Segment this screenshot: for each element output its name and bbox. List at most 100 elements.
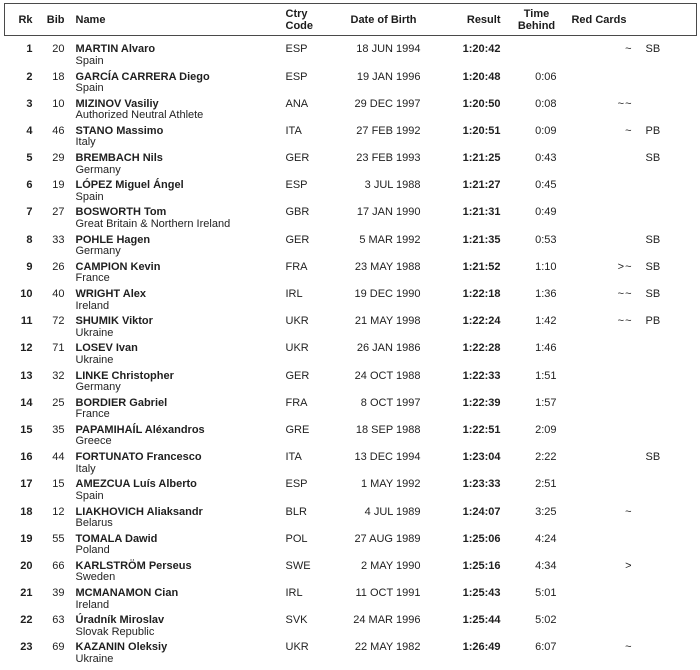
athlete-country: Spain [75, 82, 104, 94]
result-row: 12 71 LOSEV Ivan Ukraine UKR 26 JAN 1986… [5, 341, 697, 368]
result-row: 10 40 WRIGHT Alex Ireland IRL 19 DEC 199… [5, 287, 697, 314]
athlete-cell: KAZANIN Oleksiy Ukraine [65, 640, 284, 667]
athlete-name: CAMPION Kevin [75, 260, 161, 273]
result-row: 5 29 BREMBACH Nils Germany GER 23 FEB 19… [5, 151, 697, 178]
athlete-country: Germany [75, 245, 121, 258]
season-best-cell: SB [645, 233, 661, 246]
country-code-cell: ESP [285, 70, 308, 83]
time-behind-cell: 2:09 [535, 423, 557, 436]
time-behind-cell: 0:53 [535, 233, 557, 246]
athlete-name: LINKE Christopher [75, 369, 174, 382]
red-cards-cell [558, 178, 641, 205]
result-row: 1 20 MARTIN Alvaro Spain ESP 18 JUN 1994… [5, 36, 697, 70]
rank-cell: 12 [20, 342, 33, 355]
season-best-cell [641, 70, 697, 97]
athlete-cell: CAMPION Kevin France [65, 260, 284, 287]
result-row: 6 19 LÓPEZ Miguel Ángel Spain ESP 3 JUL … [5, 178, 697, 205]
dob-cell: 29 DEC 1997 [354, 97, 421, 110]
red-cards-cell [558, 396, 641, 423]
athlete-cell: LIAKHOVICH Aliaksandr Belarus [65, 505, 284, 532]
header-bib: Bib [46, 13, 65, 26]
athlete-country: Authorized Neutral Athlete [75, 109, 204, 122]
athlete-cell: LINKE Christopher Germany [65, 369, 284, 396]
result-row: 15 35 PAPAMIHAÍL Aléxandros Greece GRE 1… [5, 423, 697, 450]
rank-cell: 17 [20, 478, 33, 491]
season-best-cell [641, 396, 697, 423]
season-best-cell [641, 532, 697, 559]
time-behind-cell: 1:57 [535, 396, 557, 409]
time-behind-cell: 1:10 [535, 260, 557, 273]
athlete-country: Germany [75, 163, 121, 176]
header-rank: Rk [18, 13, 33, 26]
rank-cell: 1 [26, 43, 33, 55]
result-cell: 1:22:24 [462, 315, 501, 328]
time-behind-cell: 0:43 [535, 152, 557, 165]
rank-cell: 8 [26, 233, 33, 246]
bib-cell: 33 [52, 233, 65, 246]
result-cell: 1:22:28 [462, 342, 501, 355]
athlete-cell: MARTIN Alvaro Spain [65, 36, 284, 70]
season-best-cell: PB [645, 124, 661, 137]
athlete-country: Ukraine [75, 652, 114, 665]
athlete-country: Ireland [75, 598, 110, 611]
header-country-code: Ctry Code [284, 4, 344, 36]
season-best-cell [641, 341, 697, 368]
time-behind-cell: 5:01 [535, 587, 557, 600]
red-cards-cell [558, 70, 641, 97]
bib-cell: 72 [52, 315, 65, 328]
country-code-cell: FRA [285, 396, 308, 409]
time-behind-cell: 1:46 [535, 342, 557, 355]
athlete-name: POHLE Hagen [75, 233, 151, 246]
time-behind-cell: 1:42 [535, 315, 557, 328]
rank-cell: 11 [20, 315, 33, 328]
season-best-cell: SB [645, 288, 661, 300]
dob-cell: 11 OCT 1991 [355, 587, 421, 600]
athlete-country: Spain [75, 489, 104, 502]
time-behind-cell: 1:51 [535, 369, 557, 382]
bib-cell: 55 [52, 532, 65, 545]
bib-cell: 46 [52, 124, 65, 137]
country-code-cell: UKR [285, 342, 309, 355]
rank-cell: 19 [20, 532, 33, 545]
result-row: 22 63 Úradník Miroslav Slovak Republic S… [5, 613, 697, 640]
time-behind-cell [502, 36, 558, 70]
country-code-cell: POL [285, 532, 308, 545]
bib-cell: 40 [52, 288, 65, 300]
dob-cell: 23 FEB 1993 [356, 152, 421, 165]
athlete-name: BREMBACH Nils [75, 152, 163, 165]
rank-cell: 9 [26, 260, 33, 273]
header-time-behind-line2: Behind [517, 19, 556, 32]
rank-cell: 14 [20, 396, 33, 409]
athlete-country: Sweden [75, 571, 116, 584]
rank-cell: 6 [26, 179, 33, 192]
red-cards-cell: ~~ [617, 315, 633, 328]
rank-cell: 18 [20, 505, 33, 518]
result-cell: 1:22:39 [462, 396, 501, 409]
result-row: 3 10 MIZINOV Vasiliy Authorized Neutral … [5, 97, 697, 124]
result-cell: 1:20:48 [462, 70, 501, 83]
athlete-name: FORTUNATO Francesco [75, 451, 202, 464]
dob-cell: 24 MAR 1996 [353, 614, 421, 627]
season-best-cell [641, 640, 697, 667]
athlete-country: Ukraine [75, 353, 114, 366]
result-cell: 1:26:49 [462, 641, 501, 654]
athlete-name: KARLSTRÖM Perseus [75, 559, 192, 572]
result-row: 16 44 FORTUNATO Francesco Italy ITA 13 D… [5, 450, 697, 477]
red-cards-cell: ~ [625, 641, 633, 654]
athlete-cell: Úradník Miroslav Slovak Republic [65, 613, 284, 640]
result-row: 2 18 GARCÍA CARRERA Diego Spain ESP 19 J… [5, 70, 697, 97]
result-cell: 1:25:44 [462, 614, 501, 627]
header-note [641, 4, 697, 36]
rank-cell: 21 [20, 587, 33, 600]
result-row: 14 25 BORDIER Gabriel France FRA 8 OCT 1… [5, 396, 697, 423]
red-cards-cell [558, 205, 641, 232]
athlete-name: MIZINOV Vasiliy [75, 97, 159, 110]
bib-cell: 27 [52, 206, 65, 219]
athlete-name: AMEZCUA Luís Alberto [75, 478, 197, 491]
dob-cell: 5 MAR 1992 [359, 233, 421, 246]
country-code-cell: GBR [285, 206, 310, 219]
red-cards-cell [558, 151, 641, 178]
athlete-cell: BORDIER Gabriel France [65, 396, 284, 423]
dob-cell: 1 MAY 1992 [360, 478, 421, 491]
red-cards-cell: ~ [625, 43, 633, 55]
